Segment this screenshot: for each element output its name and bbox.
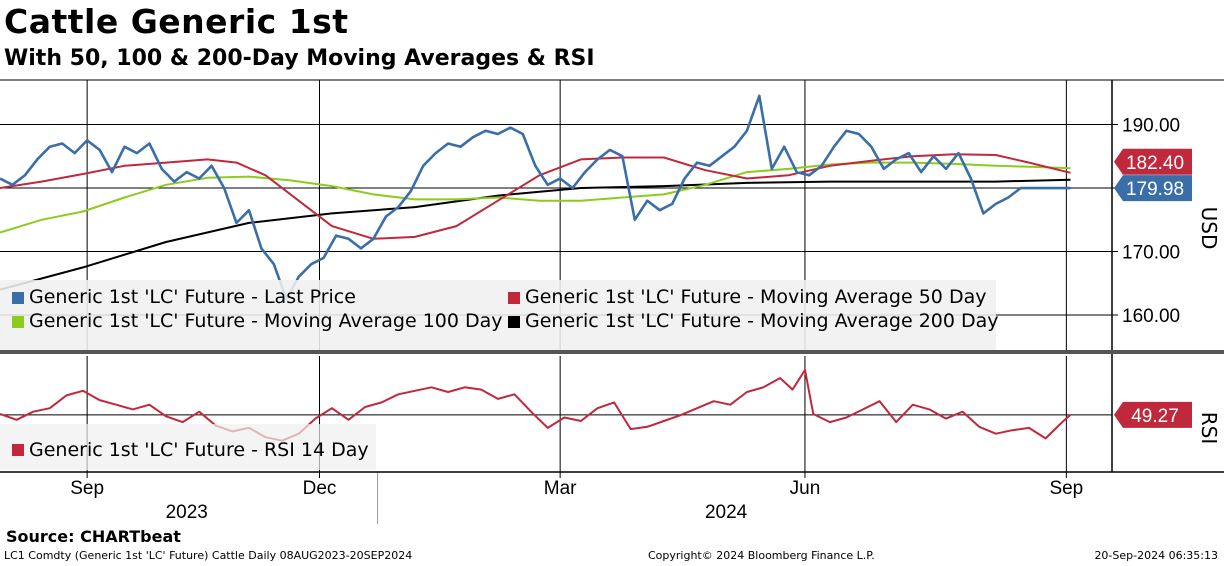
- year-label: 2024: [705, 502, 748, 523]
- last-price-value-tag: 179.98: [1126, 179, 1184, 200]
- rsi-legend-box: [0, 424, 376, 470]
- legend-label: Generic 1st 'LC' Future - Moving Average…: [525, 286, 986, 308]
- legend-label: Generic 1st 'LC' Future - Last Price: [29, 286, 356, 308]
- legend-label: Generic 1st 'LC' Future - Moving Average…: [29, 310, 503, 332]
- copyright-text: Copyright© 2024 Bloomberg Finance L.P.: [648, 549, 875, 562]
- x-tick-label: Sep: [1049, 478, 1083, 499]
- last-price-value-tag-bg: [1114, 175, 1192, 202]
- grid-layer: [0, 80, 1118, 472]
- legend-swatch: [508, 316, 520, 328]
- legend-swatch: [12, 292, 24, 304]
- series-line-last-price: [0, 94, 1071, 301]
- source-label: Source: CHARTbeat: [6, 527, 181, 546]
- legend-label: Generic 1st 'LC' Future - RSI 14 Day: [29, 439, 369, 461]
- rsi-value-tag-bg: [1114, 401, 1192, 428]
- chart-title: Cattle Generic 1st: [4, 2, 349, 41]
- y-tick-label: 170.00: [1122, 243, 1180, 264]
- ma50-value-tag: 182.40: [1126, 153, 1184, 174]
- price-legend-box: [0, 280, 996, 350]
- series-line-ma50: [0, 153, 1071, 240]
- legend-swatch: [12, 444, 24, 456]
- series-line-rsi: [0, 368, 1072, 442]
- y-tick-label: 190.00: [1122, 115, 1180, 136]
- chart-subtitle: With 50, 100 & 200-Day Moving Averages &…: [4, 46, 595, 71]
- series-layer: [0, 94, 1072, 442]
- legend-label: Generic 1st 'LC' Future - Moving Average…: [525, 310, 999, 332]
- y-axis-label: USD: [1197, 207, 1221, 250]
- x-tick-label: Mar: [544, 478, 577, 499]
- series-line-ma100: [0, 161, 1071, 234]
- year-label: 2023: [166, 502, 208, 523]
- series-line-ma200: [0, 178, 1071, 291]
- x-tick-label: Dec: [303, 478, 337, 499]
- y-tick-label: 160.00: [1122, 306, 1180, 327]
- legend-swatch: [12, 316, 24, 328]
- ma50-value-tag-bg: [1114, 148, 1192, 175]
- x-tick-label: Jun: [790, 478, 821, 499]
- panel-separator: [0, 350, 1224, 354]
- legend-swatch: [508, 292, 520, 304]
- timestamp: 20-Sep-2024 06:35:13: [1094, 549, 1218, 562]
- rsi-value-tag: 49.27: [1131, 406, 1179, 427]
- axis-layer: SepDecMarJunSep160.00170.00180.00190.002…: [0, 79, 1224, 524]
- ticker-info: LC1 Comdty (Generic 1st 'LC' Future) Cat…: [4, 549, 413, 562]
- rsi-axis-label: RSI: [1197, 412, 1221, 445]
- legend-layer: Generic 1st 'LC' Future - Last Price Gene…: [0, 280, 999, 470]
- x-tick-label: Sep: [70, 478, 104, 499]
